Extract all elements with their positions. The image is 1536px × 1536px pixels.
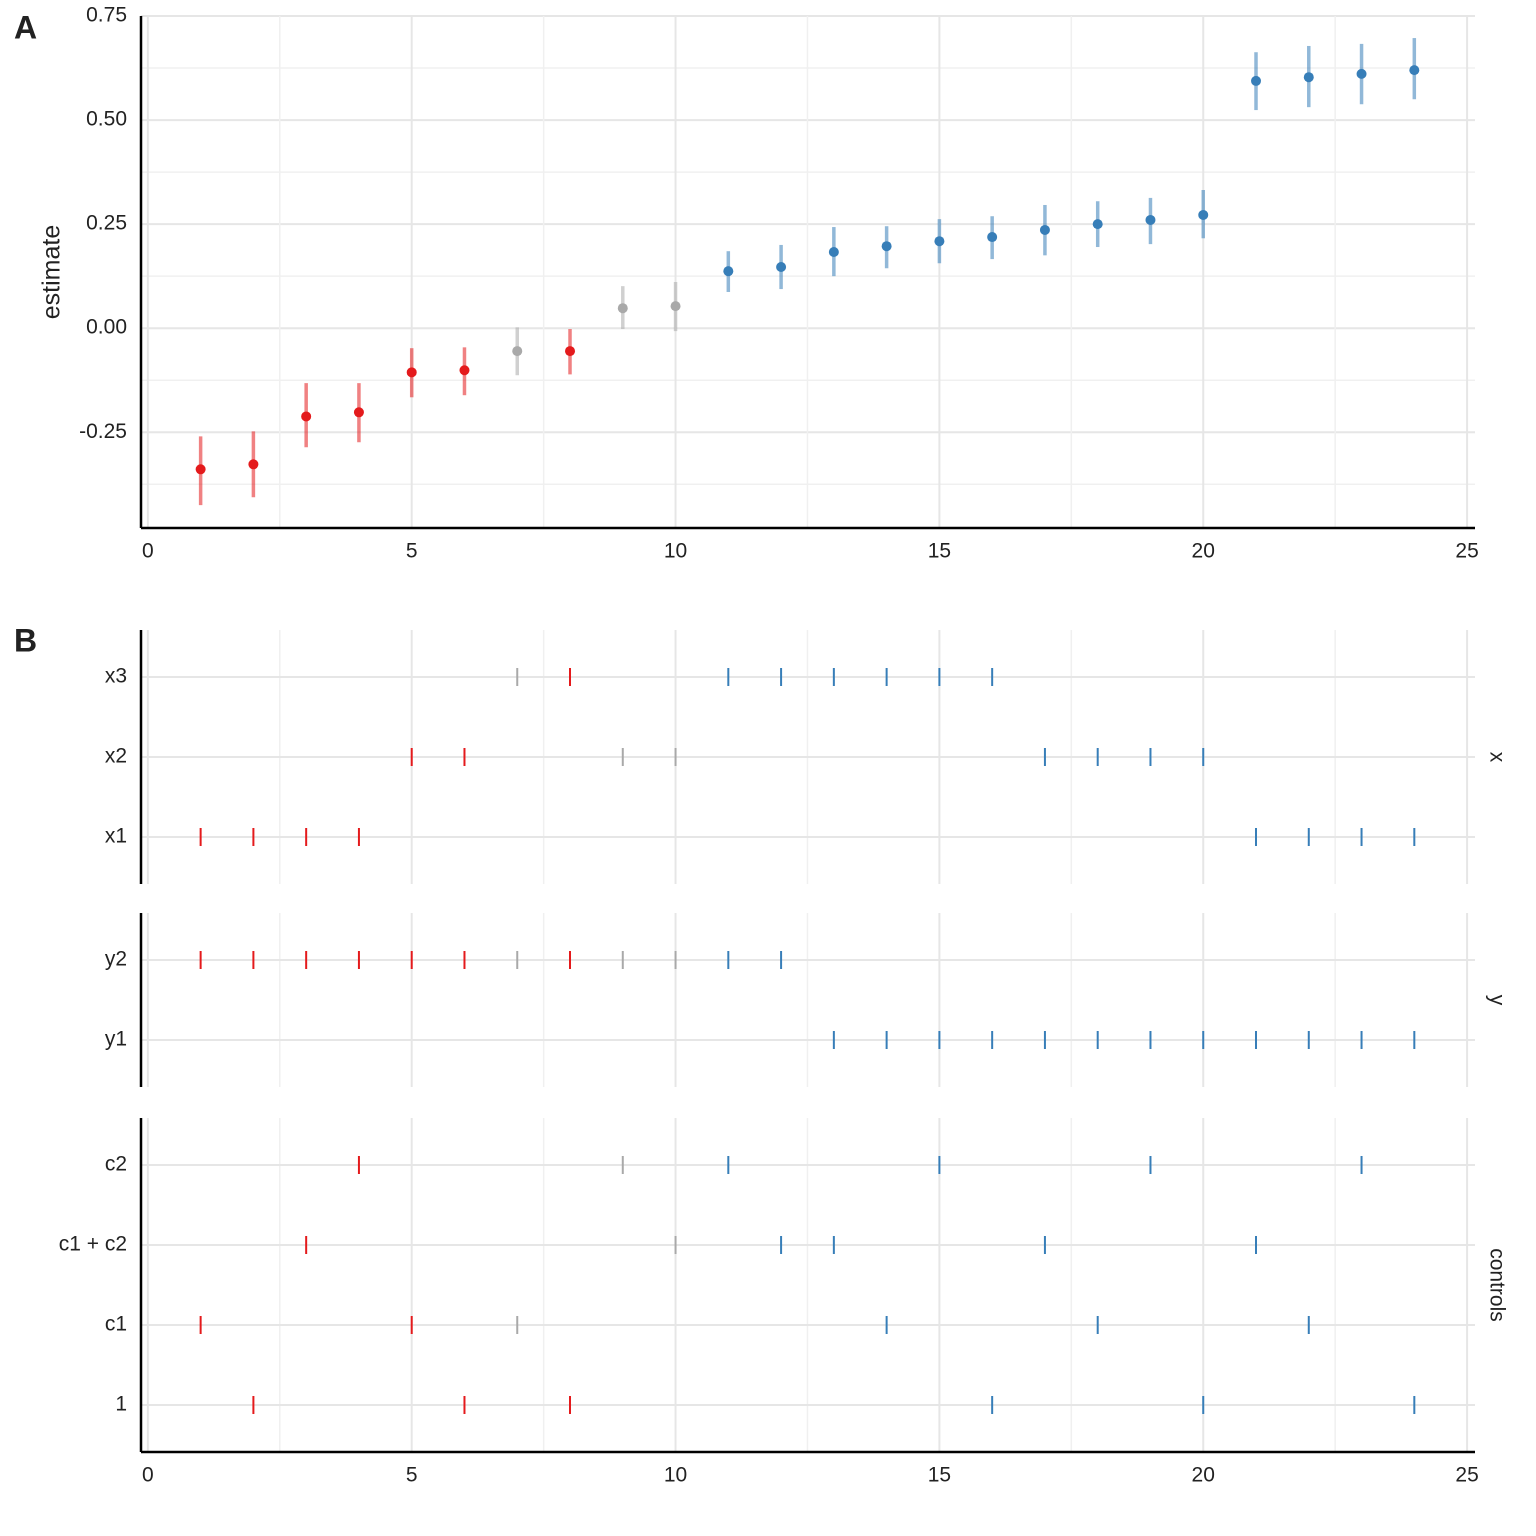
point bbox=[1409, 65, 1420, 76]
point bbox=[723, 266, 734, 277]
point bbox=[1145, 214, 1156, 225]
point bbox=[248, 459, 259, 470]
x-tick-label: 15 bbox=[928, 1464, 951, 1487]
point bbox=[1356, 68, 1367, 79]
point bbox=[406, 367, 417, 378]
point bbox=[353, 407, 364, 418]
panel-label: B bbox=[14, 622, 37, 658]
point bbox=[459, 365, 470, 376]
y-tick-label: 0.00 bbox=[86, 316, 127, 339]
y-tick-label: 0.50 bbox=[86, 108, 127, 131]
row-label: x3 bbox=[105, 665, 127, 688]
point bbox=[1092, 219, 1103, 230]
row-label: y1 bbox=[105, 1028, 127, 1051]
x-tick-label: 5 bbox=[406, 540, 418, 563]
x-tick-label: 15 bbox=[928, 540, 951, 563]
point bbox=[1251, 75, 1262, 86]
point bbox=[670, 301, 681, 312]
row-label: c1 + c2 bbox=[59, 1233, 127, 1256]
x-tick-label: 0 bbox=[142, 1464, 154, 1487]
point bbox=[301, 411, 312, 422]
point bbox=[776, 262, 787, 273]
row-label: x1 bbox=[105, 825, 127, 848]
point bbox=[1198, 209, 1209, 220]
x-tick-label: 20 bbox=[1192, 540, 1215, 563]
point bbox=[195, 464, 206, 475]
row-label: y2 bbox=[105, 948, 127, 971]
y-tick-label: 0.75 bbox=[86, 4, 127, 27]
x-tick-label: 20 bbox=[1192, 1464, 1215, 1487]
row-label: c1 bbox=[105, 1313, 127, 1336]
point bbox=[828, 247, 839, 258]
point bbox=[881, 241, 892, 252]
x-tick-label: 25 bbox=[1455, 1464, 1478, 1487]
x-tick-label: 5 bbox=[406, 1464, 418, 1487]
point bbox=[617, 303, 628, 314]
point bbox=[987, 232, 998, 243]
point bbox=[1303, 72, 1314, 83]
y-axis-title: estimate bbox=[38, 225, 66, 319]
row-label: c2 bbox=[105, 1153, 127, 1176]
y-tick-label: -0.25 bbox=[79, 420, 127, 443]
panel-label: A bbox=[14, 9, 37, 45]
x-tick-label: 10 bbox=[664, 1464, 687, 1487]
point bbox=[1039, 224, 1050, 235]
y-tick-label: 0.25 bbox=[86, 212, 127, 235]
row-label: x2 bbox=[105, 745, 127, 768]
facet-label: y bbox=[1485, 995, 1508, 1006]
point bbox=[934, 236, 945, 247]
x-tick-label: 10 bbox=[664, 540, 687, 563]
facet-label: controls bbox=[1485, 1248, 1508, 1322]
point bbox=[512, 346, 523, 357]
x-tick-label: 25 bbox=[1455, 540, 1478, 563]
x-tick-label: 0 bbox=[142, 540, 154, 563]
facet-label: x bbox=[1485, 752, 1508, 763]
row-label: 1 bbox=[115, 1393, 127, 1416]
point bbox=[565, 346, 576, 357]
